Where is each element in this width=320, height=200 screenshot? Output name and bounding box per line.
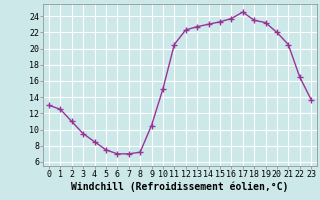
X-axis label: Windchill (Refroidissement éolien,°C): Windchill (Refroidissement éolien,°C) xyxy=(71,182,289,192)
